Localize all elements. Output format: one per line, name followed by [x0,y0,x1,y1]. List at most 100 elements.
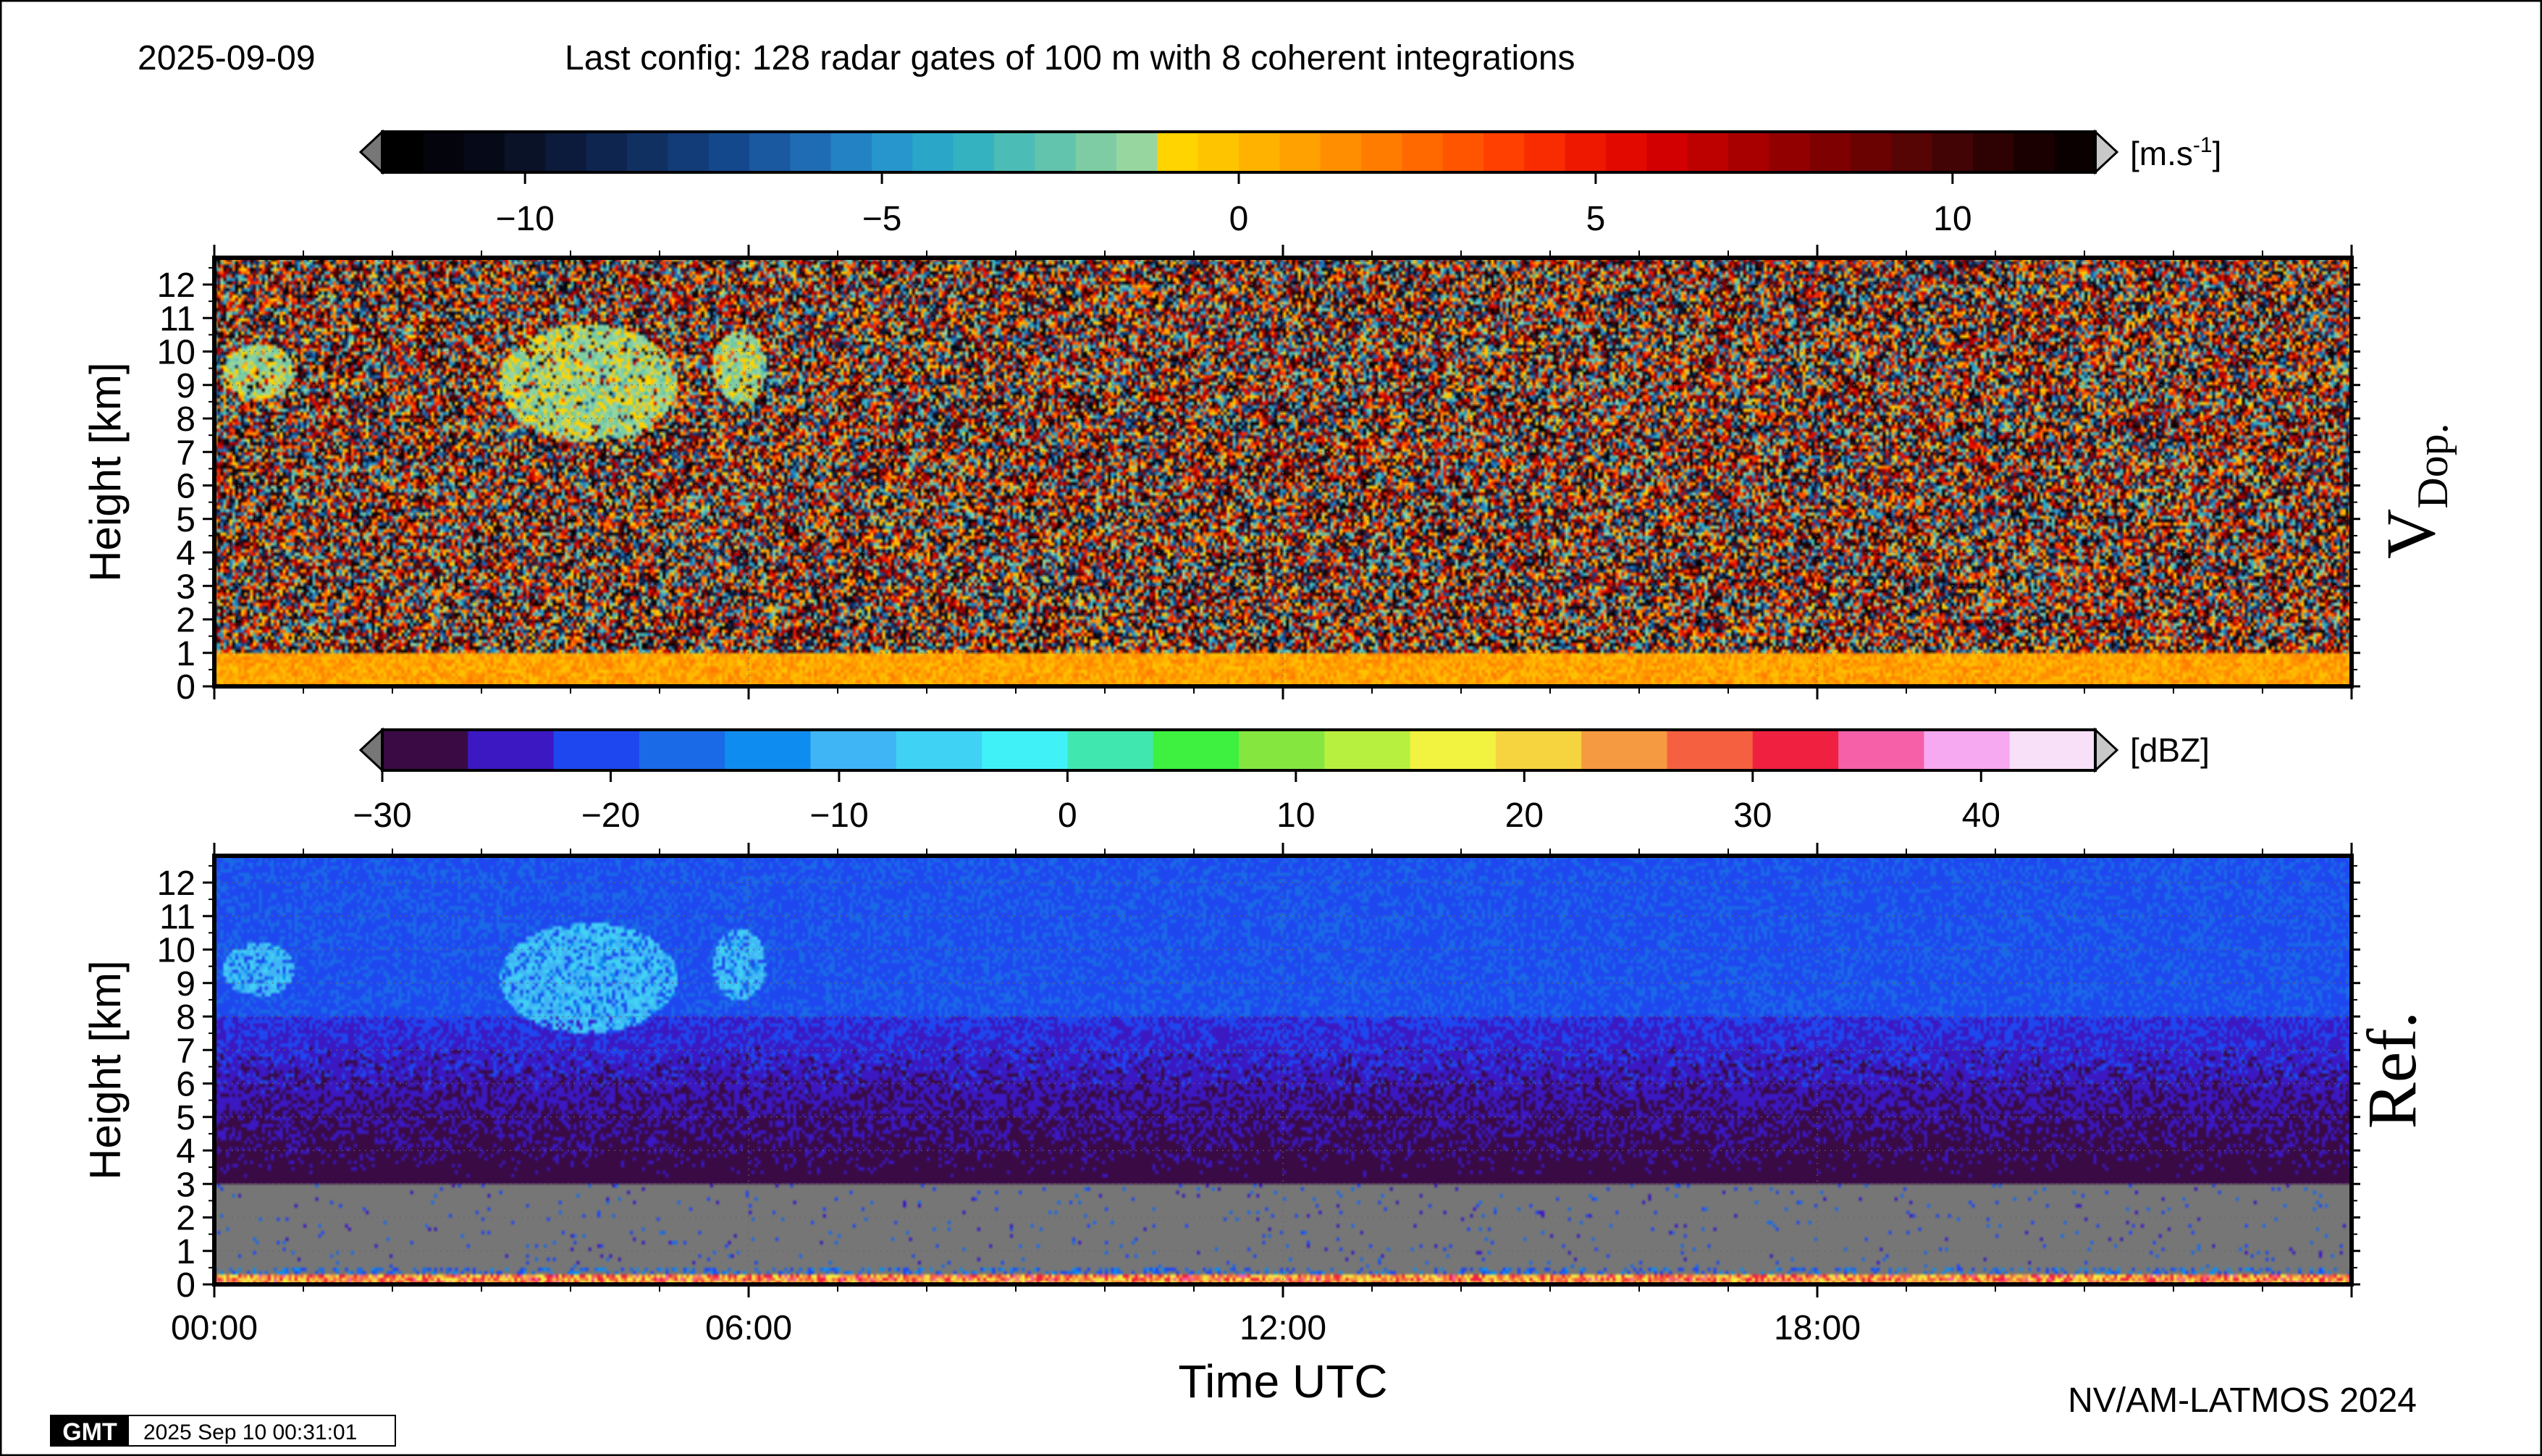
colorbar-swatch [1239,132,1280,172]
y-tick-label: 11 [159,898,195,936]
velocity-colorbar-unit: [m.s-1] [2130,133,2221,172]
colorbar-swatch [810,730,897,770]
colorbar-swatch [382,132,424,172]
colorbar-swatch [725,730,812,770]
reflectivity-panel-label: Ref. [2353,1011,2431,1129]
x-tick-label: 12:00 [1240,1309,1326,1347]
gmt-logo-box [51,1415,129,1446]
colorbar-swatch [994,132,1035,172]
colorbar-swatch [1769,132,1811,172]
y-tick-label: 6 [176,468,195,506]
velocity-unit-suffix: ] [2213,135,2222,172]
y-tick-label: 12 [157,266,195,305]
colorbar-swatch [790,132,832,172]
colorbar-swatch [953,132,995,172]
colorbar-swatch [468,730,555,770]
y-tick-label: 11 [159,300,195,338]
colorbar-swatch [1581,730,1668,770]
colorbar-swatch [1646,132,1688,172]
colorbar-swatch [1687,132,1729,172]
colorbar-swatch [553,730,640,770]
colorbar-swatch [639,730,725,770]
credit-label: NV/AM-LATMOS 2024 [2068,1381,2417,1420]
colorbar-tick-label: 20 [1505,796,1544,835]
colorbar-swatch [1402,132,1444,172]
colorbar-tick-label: −20 [581,796,640,835]
colorbar-swatch [1565,132,1607,172]
colorbar-swatch [896,730,982,770]
y-tick-label: 3 [176,1166,195,1204]
colorbar-swatch [1198,132,1240,172]
colorbar-swatch [1667,730,1754,770]
colorbar-swatch [1320,132,1362,172]
colorbar-swatch [830,132,872,172]
colorbar-swatch [1153,730,1240,770]
colorbar-swatch [1239,730,1325,770]
colorbar-swatch [1973,132,2014,172]
colorbar-swatch [1524,132,1566,172]
colorbar-swatch [1838,730,1924,770]
colorbar-tick-label: 10 [1276,796,1315,835]
colorbar-swatch [1924,730,2011,770]
reflectivity-xlabel: Time UTC [1178,1355,1387,1407]
y-tick-label: 8 [176,998,195,1037]
y-tick-label: 0 [176,1266,195,1305]
y-tick-label: 12 [157,864,195,903]
colorbar-swatch [2009,730,2096,770]
colorbar-swatch [1157,132,1199,172]
colorbar-swatch [1891,132,1933,172]
colorbar-tick-label: 0 [1229,200,1249,238]
y-tick-label: 4 [176,1132,195,1171]
gmt-stamp: GMT 2025 Sep 10 00:31:01 [50,1415,396,1447]
colorbar-swatch [1035,132,1077,172]
colorbar-swatch [668,132,710,172]
colorbar-swatch [872,132,913,172]
colorbar-swatch [382,730,468,770]
date-label: 2025-09-09 [138,39,316,77]
y-tick-label: 10 [157,932,195,970]
y-tick-label: 1 [176,1233,195,1271]
colorbar-swatch [1067,730,1154,770]
colorbar-swatch [749,132,791,172]
y-tick-label: 7 [176,434,195,472]
y-tick-label: 2 [176,602,195,640]
y-tick-label: 10 [157,334,195,372]
colorbar-swatch [1728,132,1769,172]
velocity-label-main: V [2372,509,2449,559]
colorbar-swatch [586,132,628,172]
colorbar-swatch [1483,132,1525,172]
config-label: Last config: 128 radar gates of 100 m wi… [565,39,1575,77]
colorbar-swatch [463,132,505,172]
colorbar-swatch [627,132,668,172]
colorbar-swatch [1932,132,1974,172]
reflectivity-colorbar-unit: [dBZ] [2130,731,2210,769]
colorbar-swatch [1809,132,1851,172]
colorbar-tick-label: −10 [809,796,868,835]
colorbar-tick-label: 40 [1962,796,2000,835]
y-tick-label: 4 [176,534,195,573]
colorbar-swatch [1361,132,1402,172]
reflectivity-ylabel: Height [km] [81,960,130,1179]
colorbar-tick-label: 5 [1586,200,1606,238]
colorbar-swatch [1752,730,1839,770]
colorbar-swatch [1851,132,1892,172]
y-tick-label: 6 [176,1066,195,1104]
colorbar-swatch [2013,132,2055,172]
colorbar-swatch [708,132,750,172]
colorbar-swatch [1075,132,1117,172]
colorbar-swatch [1442,132,1484,172]
gmt-logo: GMT [62,1418,117,1446]
colorbar-swatch [1324,730,1411,770]
colorbar-swatch [1116,132,1158,172]
x-tick-label: 18:00 [1774,1309,1861,1347]
velocity-unit-exponent: -1 [2193,133,2213,157]
colorbar-swatch [505,132,546,172]
colorbar-tick-label: −30 [353,796,411,835]
y-tick-label: 2 [176,1200,195,1238]
y-tick-label: 5 [176,1099,195,1137]
y-tick-label: 8 [176,400,195,439]
